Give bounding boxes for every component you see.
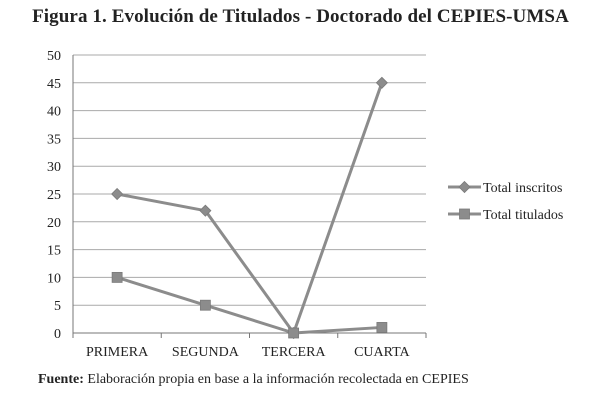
data-point [111, 187, 124, 201]
x-tick-label: SEGUNDA [172, 345, 240, 360]
source-text: Elaboración propia en base a la informac… [87, 372, 469, 387]
y-tick-label: 15 [47, 244, 61, 259]
series-layer [111, 76, 388, 340]
legend-label: Total titulados [483, 208, 563, 223]
y-tick-label: 45 [47, 77, 61, 92]
legend-marker [459, 208, 470, 220]
data-point [199, 204, 212, 217]
data-point [288, 327, 300, 339]
y-tick-label: 20 [47, 216, 61, 231]
series-1 [111, 76, 388, 340]
source-label: Fuente: [38, 372, 84, 387]
y-axis: 0 5 10 15 20 25 30 35 40 45 50 [47, 49, 74, 342]
series-line [116, 275, 382, 335]
legend: Total inscritos Total titulados [448, 180, 563, 223]
data-point [375, 76, 388, 89]
x-tick-label: CUARTA [354, 345, 410, 360]
legend-label: Total inscritos [483, 181, 563, 196]
grid-lines [73, 54, 426, 334]
chart-title: Figura 1. Evolución de Titulados - Docto… [32, 6, 569, 27]
y-tick-label: 35 [47, 132, 61, 147]
y-tick-label: 0 [54, 327, 61, 342]
x-tick-label: TERCERA [262, 345, 327, 360]
y-tick-label: 10 [47, 271, 61, 286]
series-line [116, 82, 384, 335]
x-tick-label: PRIMERA [86, 345, 149, 360]
legend-marker [458, 180, 471, 194]
data-point [111, 271, 123, 283]
y-tick-label: 5 [54, 299, 61, 314]
y-tick-label: 25 [47, 188, 61, 203]
y-tick-label: 30 [47, 160, 61, 175]
series-2 [111, 271, 388, 339]
y-tick-label: 50 [47, 49, 61, 64]
data-point [376, 322, 388, 333]
x-axis: PRIMERA SEGUNDA TERCERA CUARTA [72, 333, 427, 360]
data-point [199, 299, 211, 311]
source-note: Fuente: Elaboración propia en base a la … [38, 372, 469, 388]
y-tick-label: 40 [47, 105, 61, 120]
